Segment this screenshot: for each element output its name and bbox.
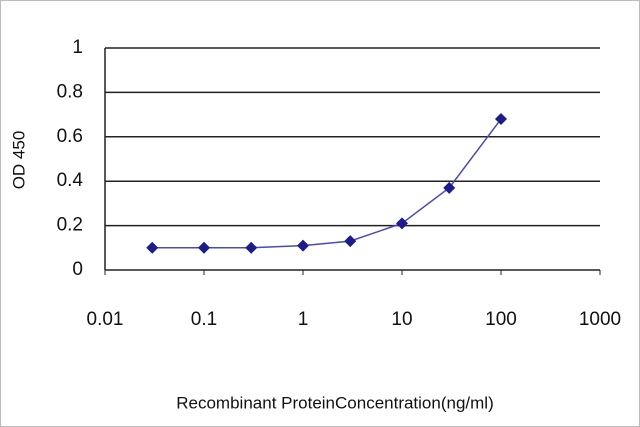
marker (495, 113, 507, 126)
x-tick-label: 1000 (579, 309, 621, 330)
x-tick-label: 1 (298, 309, 309, 330)
y-axis-title: OD 450 (9, 131, 28, 190)
x-axis-title: Recombinant ProteinConcentration(ng/ml) (176, 393, 494, 412)
marker (198, 241, 210, 254)
marker (297, 239, 309, 252)
y-tick-label: 0 (72, 259, 83, 280)
x-tick-label: 10 (391, 309, 412, 330)
series-line (152, 118, 502, 249)
marker (245, 241, 258, 254)
y-tick-label: 0.6 (57, 126, 83, 147)
marker (344, 235, 357, 248)
y-tick-label: 0.2 (57, 215, 83, 236)
y-tick-label: 1 (72, 37, 83, 58)
x-tick-label: 0.01 (87, 309, 124, 330)
y-tick-label: 0.4 (57, 170, 84, 191)
y-tick-label: 0.8 (57, 81, 83, 102)
x-tick-label: 0.1 (191, 309, 217, 330)
marker (146, 241, 159, 254)
marker (443, 181, 456, 194)
x-tick-label: 100 (485, 309, 517, 330)
marker (396, 217, 408, 230)
